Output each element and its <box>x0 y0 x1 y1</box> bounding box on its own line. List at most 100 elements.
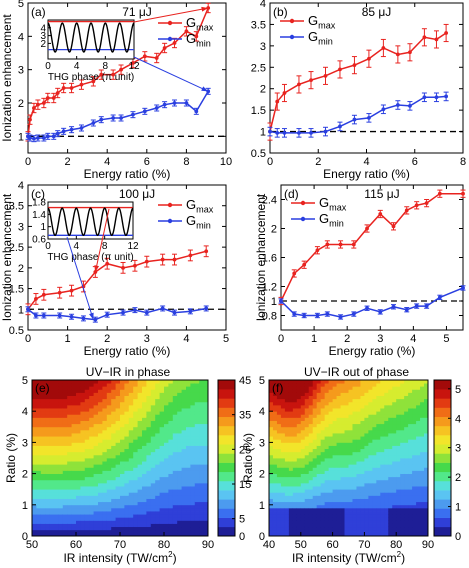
heatmap-cell <box>115 448 121 453</box>
heatmap-cell <box>408 489 413 493</box>
heatmap-cell <box>177 429 182 434</box>
heatmap-cell <box>269 436 274 440</box>
heatmap-cell <box>115 392 121 396</box>
colorbar-tick-label: 45 <box>239 375 251 387</box>
heatmap-cell <box>124 523 130 528</box>
heatmap-cell <box>58 454 64 459</box>
heatmap-cell <box>332 529 337 534</box>
heatmap-cell <box>159 467 165 471</box>
heatmap-cell <box>288 507 294 512</box>
heatmap-cell <box>372 498 377 503</box>
heatmap-cell <box>380 511 385 515</box>
heatmap-cell <box>181 479 187 484</box>
legend-label-max-sub: max <box>196 205 214 215</box>
heatmap-cell <box>364 495 369 499</box>
heatmap-cell <box>49 470 55 474</box>
heatmap-cell <box>292 448 298 453</box>
heatmap-cell <box>396 386 401 390</box>
heatmap-cell <box>146 445 152 450</box>
heatmap-cell <box>300 464 306 468</box>
heatmap-cell <box>312 458 318 462</box>
heatmap-cell <box>89 501 94 506</box>
data-point-min <box>172 310 177 315</box>
heatmap-cell <box>45 451 50 456</box>
heatmap-cell <box>203 476 209 481</box>
heatmap-cell <box>340 389 345 393</box>
heatmap-cell <box>106 511 112 515</box>
heatmap-cell <box>324 479 330 484</box>
heatmap-cell <box>62 498 68 503</box>
heatmap-cell <box>276 520 282 524</box>
heatmap-cell <box>308 511 314 515</box>
heatmap-cell <box>49 458 55 462</box>
heatmap-cell <box>332 429 337 434</box>
heatmap-cell <box>336 514 341 518</box>
heatmap-cell <box>376 404 381 409</box>
heatmap-cell <box>272 445 278 450</box>
heatmap-cell <box>312 461 318 465</box>
legend-label-max: Gmax <box>186 197 214 215</box>
heatmap-cell <box>111 520 116 524</box>
heatmap-cell <box>120 458 125 462</box>
heatmap-cell <box>336 398 341 403</box>
heatmap-cell <box>296 476 302 481</box>
heatmap-cell <box>416 433 421 437</box>
heatmap-cell <box>288 442 294 446</box>
heatmap-cell <box>40 404 46 409</box>
heatmap-cell <box>376 442 381 446</box>
heatmap-cell <box>384 451 389 456</box>
heatmap-cell <box>62 411 68 415</box>
heatmap-cell <box>98 417 103 421</box>
heatmap-cell <box>142 473 147 478</box>
heatmap-cell <box>412 467 417 471</box>
heatmap-cell <box>150 417 156 421</box>
heatmap-cell <box>332 526 337 531</box>
heatmap-cell <box>420 517 425 521</box>
heatmap-cell <box>272 458 278 462</box>
heatmap-cell <box>324 392 330 396</box>
heatmap-cell <box>194 442 200 446</box>
heatmap-cell <box>150 532 156 537</box>
heatmap-cell <box>288 501 294 506</box>
heatmap-cell <box>32 389 37 393</box>
heatmap-cell <box>120 392 125 396</box>
heatmap-cell <box>372 398 377 403</box>
heatmap-cell <box>115 433 121 437</box>
x-tick-label: 8 <box>460 156 466 168</box>
heatmap-cell <box>328 395 334 400</box>
heatmap-cell <box>348 486 353 490</box>
heatmap-cell <box>280 464 286 468</box>
heatmap-cell <box>150 504 156 509</box>
heatmap-cell <box>172 473 178 478</box>
colorbar-tick-label: 4 <box>455 413 461 425</box>
heatmap-cell <box>388 389 393 393</box>
heatmap-cell <box>150 404 156 409</box>
heatmap-cell <box>102 514 108 518</box>
colorbar-segment <box>218 453 235 463</box>
heatmap-cell <box>272 451 278 456</box>
heatmap-cell <box>284 461 290 465</box>
heatmap-cell <box>177 520 182 524</box>
heatmap-cell <box>181 442 187 446</box>
heatmap-cell <box>292 445 298 450</box>
heatmap-cell <box>412 520 417 524</box>
heatmap-cell <box>89 492 94 496</box>
x-tick-label: 70 <box>358 539 370 551</box>
colorbar-segment <box>218 480 235 491</box>
heatmap-cell <box>58 504 64 509</box>
heatmap-cell <box>155 389 160 393</box>
data-point-min <box>144 310 149 315</box>
heatmap-cell <box>396 492 401 496</box>
heatmap-cell <box>424 383 429 387</box>
heatmap-cell <box>304 389 310 393</box>
heatmap-cell <box>159 411 165 415</box>
series-line-min <box>280 287 464 318</box>
heatmap-cell <box>32 495 37 499</box>
heatmap-cell <box>328 404 334 409</box>
heatmap-cell <box>308 383 314 387</box>
heatmap-cell <box>396 401 401 406</box>
heatmap-cell <box>292 507 298 512</box>
data-point-max <box>408 50 412 55</box>
heatmap-cell <box>146 501 152 506</box>
heatmap-cell <box>376 498 381 503</box>
